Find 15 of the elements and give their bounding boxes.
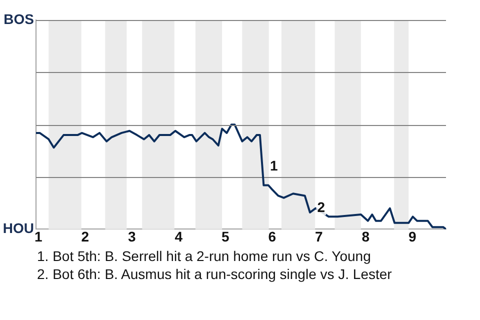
x-tick-label: 5 bbox=[221, 228, 230, 244]
x-tick-label: 7 bbox=[314, 228, 323, 244]
text: 2. Bot 6th: B. Ausmus hit a run-scoring single vs J. Lester bbox=[37, 265, 392, 283]
x-tick-label: 4 bbox=[174, 228, 183, 244]
x-tick-label: 1 bbox=[34, 228, 42, 244]
x-tick-label: 6 bbox=[268, 228, 276, 244]
text: BOS bbox=[4, 10, 34, 27]
annotation: 2 bbox=[317, 199, 326, 216]
x-tick-label: 2 bbox=[81, 228, 90, 244]
text: HOU bbox=[2, 220, 34, 236]
x-tick-label: 8 bbox=[362, 228, 370, 244]
x-tick-label: 9 bbox=[408, 228, 416, 244]
x-tick-label: 3 bbox=[128, 228, 136, 244]
annotation: 1 bbox=[270, 157, 278, 174]
text: 1. Bot 5th: B. Serrell hit a 2-run home run vs C. Young bbox=[37, 247, 372, 265]
